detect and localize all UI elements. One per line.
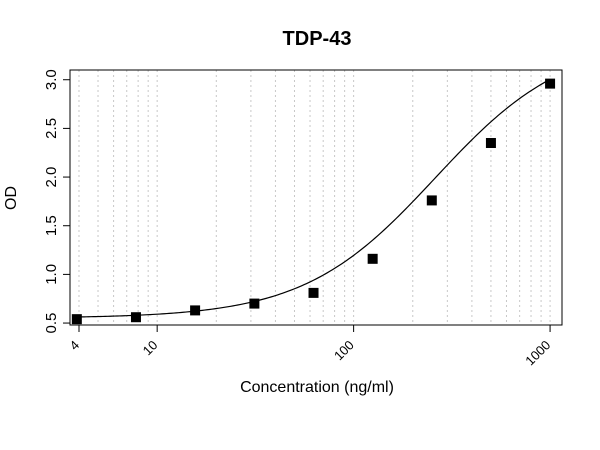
x-tick-label: 4 (67, 337, 83, 353)
x-tick-label: 1000 (522, 337, 553, 368)
y-tick-label: 1.5 (43, 215, 60, 236)
data-point (426, 195, 437, 206)
chart-title: TDP-43 (283, 28, 352, 50)
grid (78, 70, 551, 325)
points-layer (71, 78, 556, 325)
x-tick-label: 10 (140, 337, 161, 358)
x-axis: 4 10 100 1000 (67, 325, 553, 368)
y-tick-label: 2.0 (43, 167, 60, 188)
data-point (190, 305, 201, 316)
y-axis-label: OD (3, 186, 20, 210)
y-tick-label: 0.5 (43, 313, 60, 334)
x-tick-label: 100 (331, 337, 357, 363)
plot-frame (69, 69, 563, 326)
fit-curve-layer (76, 78, 551, 318)
y-axis: 0.5 1.0 1.5 2.0 2.5 3.0 (43, 69, 70, 333)
data-point (545, 78, 556, 89)
y-tick-label: 2.5 (43, 118, 60, 139)
y-tick-label: 1.0 (43, 264, 60, 285)
fit-curve (76, 78, 551, 318)
data-point (308, 287, 319, 298)
data-point (249, 298, 260, 309)
x-axis-label: Concentration (ng/ml) (240, 379, 394, 396)
data-point (71, 314, 82, 325)
data-point (367, 253, 378, 264)
data-point (485, 137, 496, 148)
y-tick-label: 3.0 (43, 69, 60, 90)
data-point (130, 312, 141, 323)
